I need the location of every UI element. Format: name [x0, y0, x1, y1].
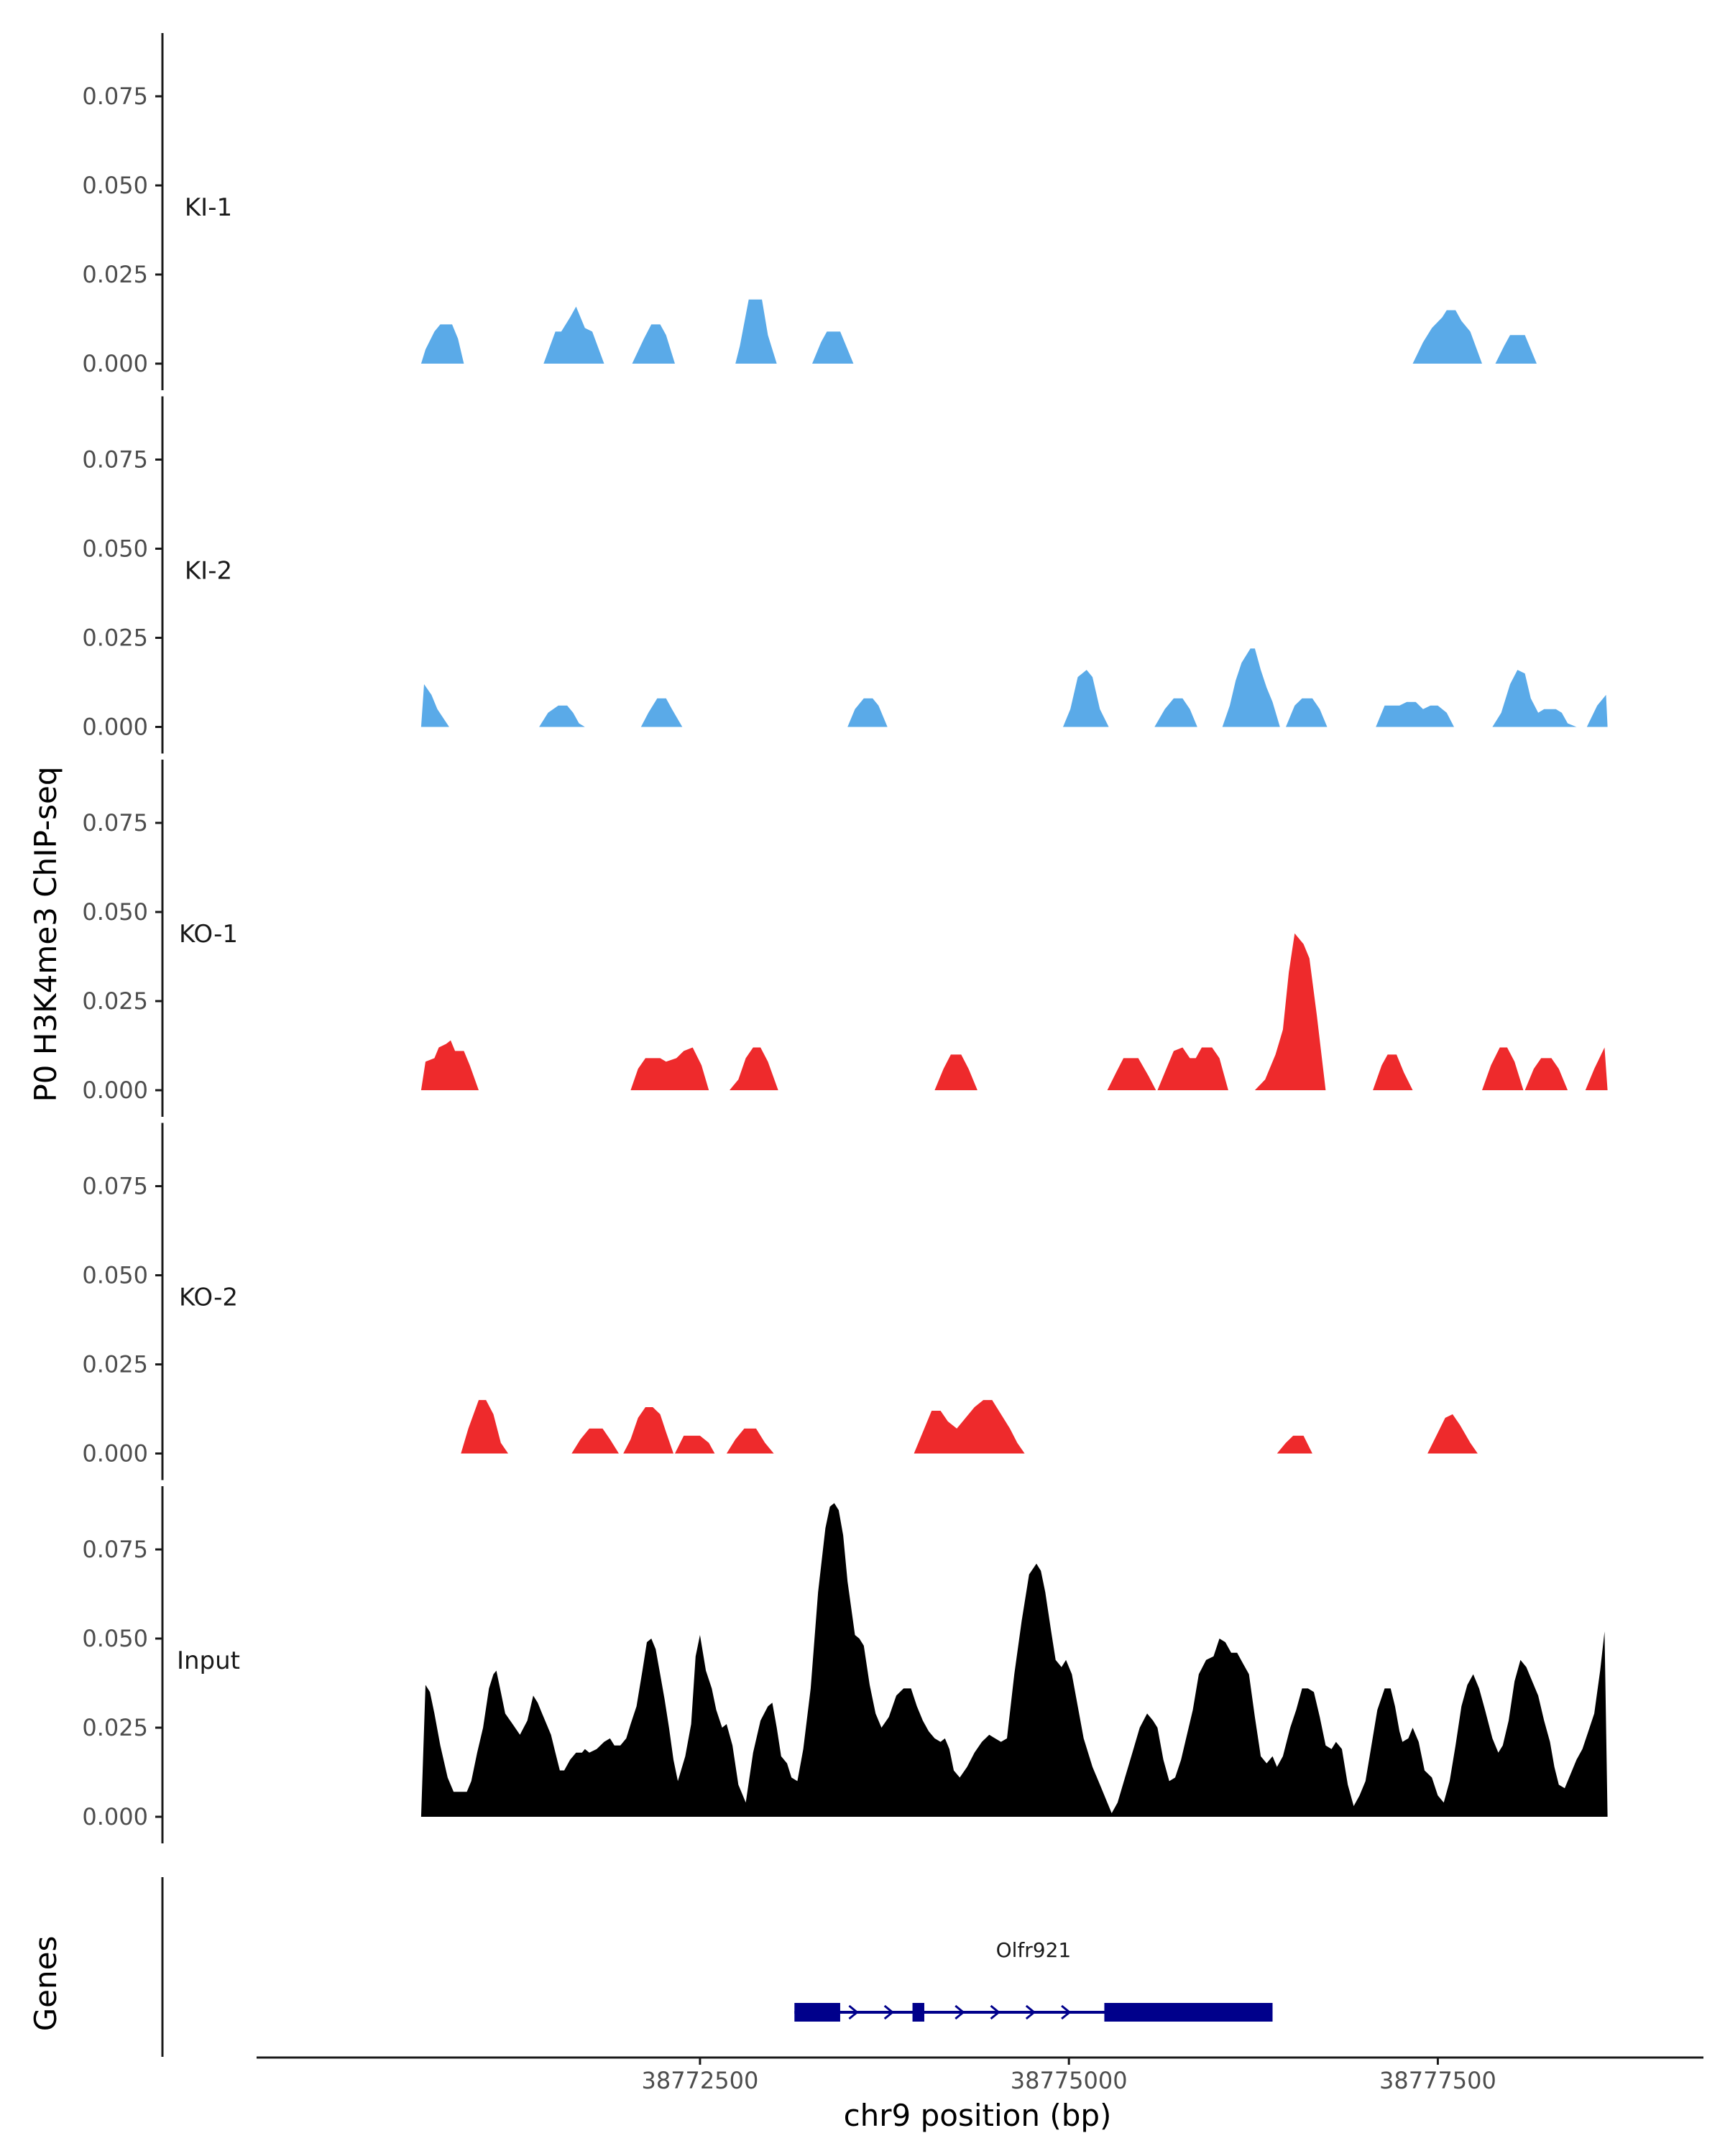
gene-name-label: Olfr921: [996, 1938, 1072, 1962]
gene-exon: [912, 2003, 924, 2022]
y-tick-label: 0.025: [82, 1351, 148, 1378]
y-tick-label: 0.000: [82, 1803, 148, 1830]
genes-panel: Olfr921: [161, 1877, 1273, 2057]
coverage-area: [420, 1503, 1608, 1817]
track-ko-1: 0.000 0.025 0.050 0.075 KO-1: [82, 760, 1608, 1117]
y-tick-label: 0.025: [82, 987, 148, 1015]
track-ki-1: 0.000 0.025 0.050 0.075 KI-1: [82, 33, 1537, 390]
track-ko-2: 0.000 0.025 0.050 0.075 KO-2: [82, 1123, 1478, 1480]
y-tick-label: 0.000: [82, 714, 148, 741]
strand-arrow: [1025, 2004, 1036, 2020]
track-label: KI-1: [185, 193, 232, 222]
genes-panel-title: Genes: [28, 1936, 63, 2032]
y-tick-label: 0.075: [82, 1173, 148, 1200]
track-ki-2: 0.000 0.025 0.050 0.075 KI-2: [82, 396, 1608, 754]
track-label: KO-2: [179, 1284, 238, 1312]
strand-arrow: [1061, 2004, 1072, 2020]
track-input: 0.000 0.025 0.050 0.075 Input: [82, 1486, 1608, 1843]
track-label: KI-2: [185, 557, 232, 586]
y-tick-label: 0.000: [82, 1077, 148, 1104]
coverage-area: [420, 648, 1608, 727]
coverage-area: [461, 1400, 1478, 1454]
track-label: Input: [177, 1646, 240, 1675]
coverage-area: [420, 933, 1608, 1090]
y-tick-label: 0.050: [82, 898, 148, 926]
y-tick-label: 0.050: [82, 1625, 148, 1652]
gene-exon: [1104, 2003, 1273, 2022]
strand-arrow: [883, 2004, 895, 2020]
y-tick-label: 0.000: [82, 350, 148, 377]
gene-exon: [794, 2003, 840, 2022]
y-tick-label: 0.075: [82, 809, 148, 837]
y-tick-label: 0.050: [82, 535, 148, 563]
x-axis: 38772500 38775000 38777500: [257, 2056, 1703, 2094]
y-tick-label: 0.050: [82, 1262, 148, 1289]
x-tick-label: 38775000: [1011, 2067, 1128, 2094]
y-tick-label: 0.025: [82, 261, 148, 288]
strand-arrow: [990, 2004, 1000, 2020]
y-tick-label: 0.075: [82, 1536, 148, 1563]
y-tick-label: 0.075: [82, 83, 148, 110]
y-axis-title: P0 H3K4me3 ChIP-seq: [28, 766, 63, 1102]
y-tick-label: 0.050: [82, 172, 148, 199]
track-label: KO-1: [179, 920, 238, 949]
y-tick-label: 0.000: [82, 1440, 148, 1468]
strand-arrow: [848, 2004, 859, 2020]
y-tick-label: 0.025: [82, 1714, 148, 1741]
strand-arrow: [954, 2004, 965, 2020]
y-tick-label: 0.075: [82, 446, 148, 474]
x-tick-label: 38777500: [1379, 2067, 1496, 2094]
y-tick-label: 0.025: [82, 625, 148, 652]
tracks-layer: 0.0000.0250.0500.075KI-10.0000.0250.0500…: [82, 33, 1608, 1843]
coverage-area: [420, 299, 1537, 364]
x-tick-label: 38772500: [641, 2067, 758, 2094]
x-axis-title: chr9 position (bp): [844, 2098, 1112, 2133]
